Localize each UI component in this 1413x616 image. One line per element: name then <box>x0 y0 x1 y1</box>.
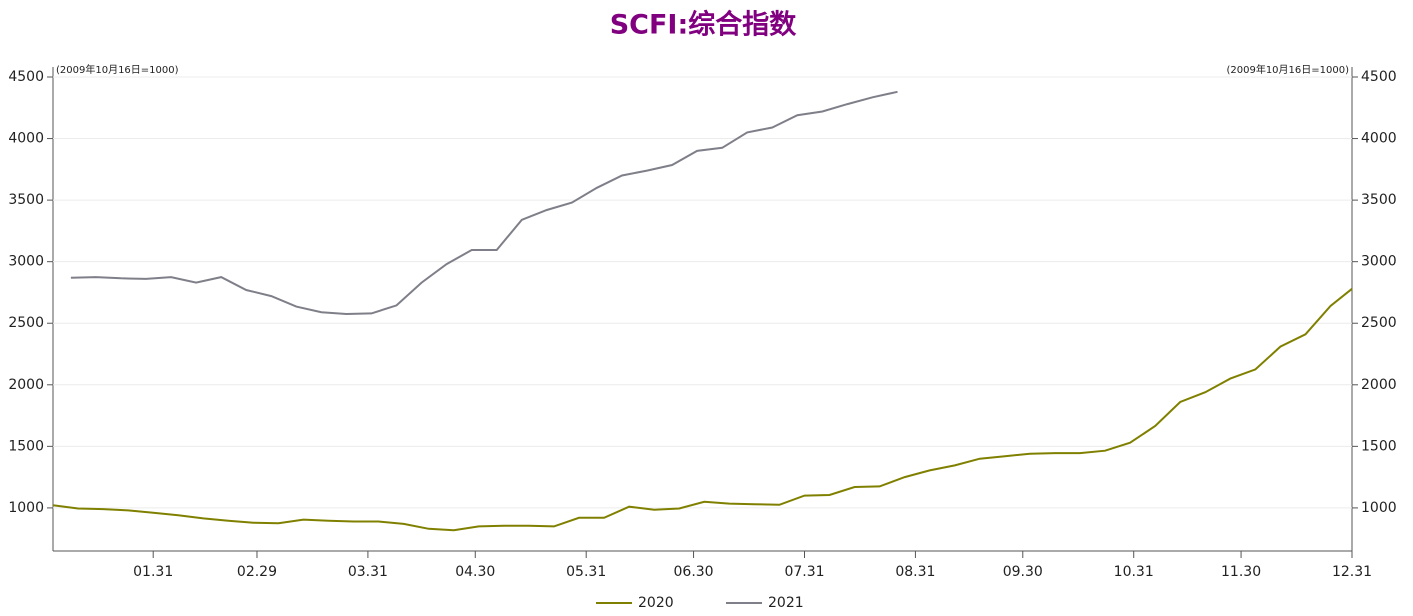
y-tick-label: 2000 <box>8 377 44 393</box>
chart-title: SCFI:综合指数 <box>610 9 798 41</box>
y-axis-note: (2009年10月16日=1000) <box>56 63 179 76</box>
y-tick-label: 3000 <box>8 254 44 270</box>
x-tick-label: 10.31 <box>1114 564 1154 580</box>
y2-tick-label: 4500 <box>1361 69 1397 85</box>
y2-tick-label: 3500 <box>1361 192 1397 208</box>
series-line <box>52 288 1353 532</box>
x-tick-label: 04.30 <box>455 564 495 580</box>
x-tick-label: 05.31 <box>566 564 606 580</box>
y-tick-label: 2500 <box>8 315 44 331</box>
x-tick-label: 09.30 <box>1003 564 1043 580</box>
y-tick-label: 1500 <box>8 438 44 454</box>
x-tick-label: 01.31 <box>133 564 173 580</box>
y-tick-label: 4500 <box>8 69 44 85</box>
y2-tick-label: 1500 <box>1361 438 1397 454</box>
x-tick-label: 03.31 <box>348 564 388 580</box>
series-line <box>70 90 898 316</box>
y2-tick-label: 2000 <box>1361 377 1397 393</box>
y2-tick-label: 3000 <box>1361 254 1397 270</box>
legend-label: 2020 <box>638 595 674 611</box>
y-tick-label: 4000 <box>8 131 44 147</box>
y2-tick-label: 2500 <box>1361 315 1397 331</box>
x-tick-label: 11.30 <box>1221 564 1261 580</box>
x-tick-label: 07.31 <box>784 564 824 580</box>
x-tick-label: 06.30 <box>674 564 714 580</box>
y2-tick-label: 4000 <box>1361 131 1397 147</box>
legend-label: 2021 <box>768 595 804 611</box>
y2-axis-note: (2009年10月16日=1000) <box>1226 63 1349 76</box>
x-tick-label: 08.31 <box>895 564 935 580</box>
x-tick-label: 12.31 <box>1332 564 1372 580</box>
y-tick-label: 1000 <box>8 500 44 516</box>
x-tick-label: 02.29 <box>237 564 277 580</box>
y-tick-label: 3500 <box>8 192 44 208</box>
y2-tick-label: 1000 <box>1361 500 1397 516</box>
